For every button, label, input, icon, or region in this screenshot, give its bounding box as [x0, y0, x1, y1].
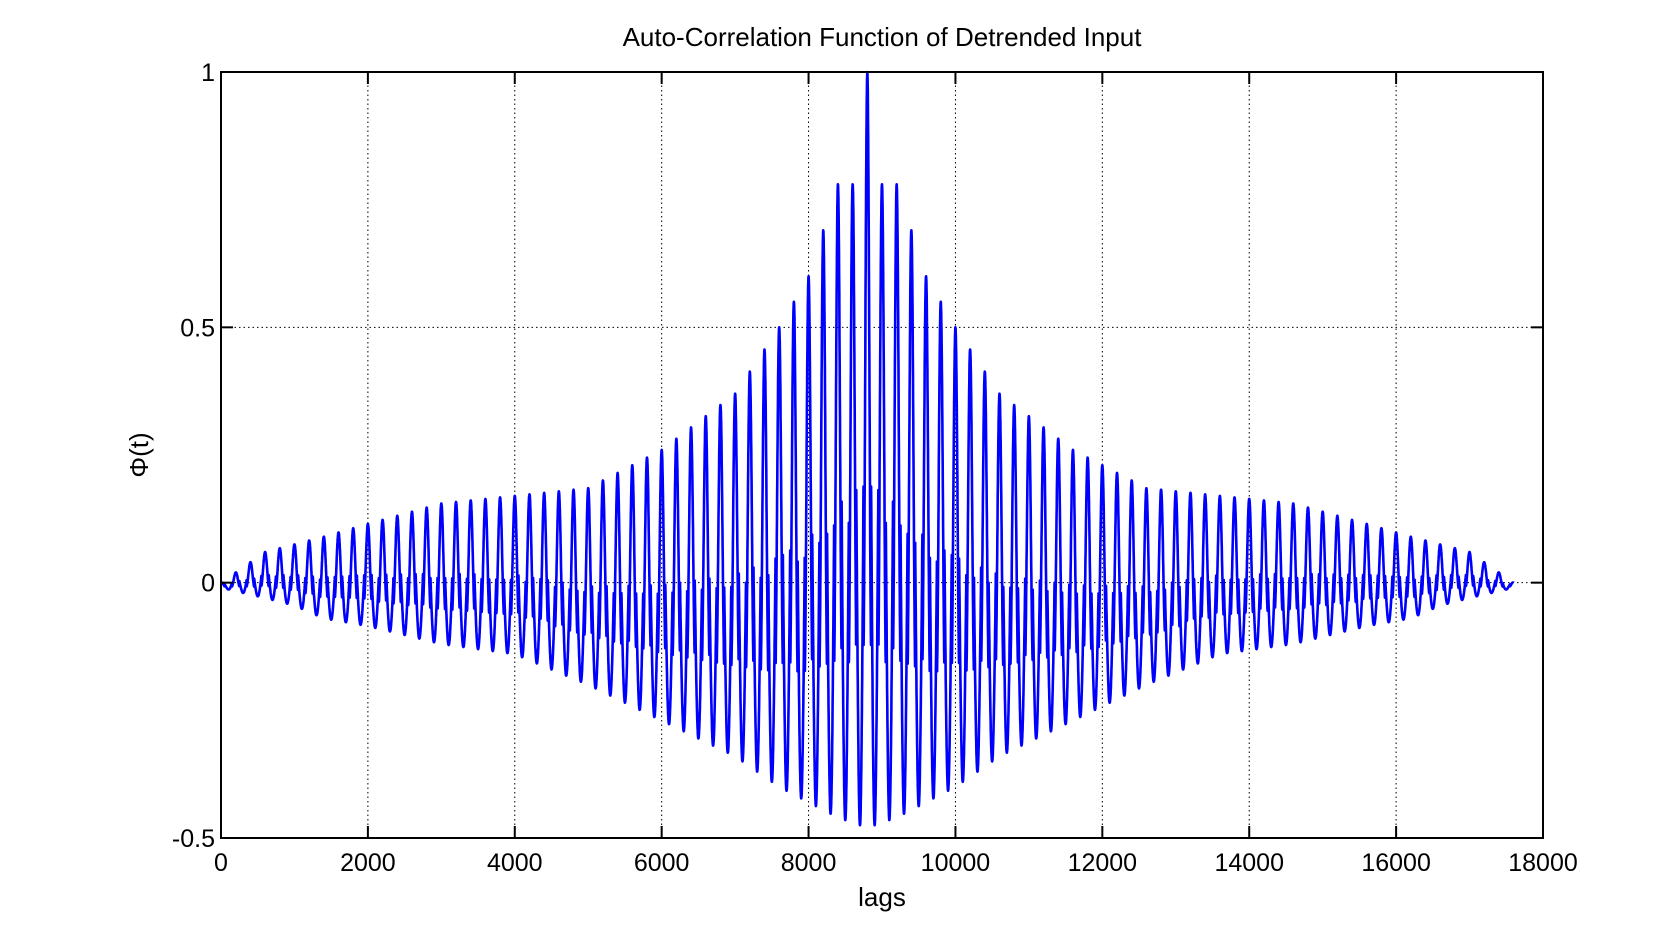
y-tick-label: 1: [201, 59, 215, 87]
y-tick-labels: -0.5 0 0.5 1: [172, 59, 215, 853]
x-axis-label: lags: [858, 882, 906, 912]
x-tick-label: 16000: [1361, 849, 1431, 877]
x-tick-label: 10000: [921, 849, 991, 877]
y-tick-label: -0.5: [172, 825, 215, 853]
y-axis-label: Φ(t): [124, 432, 154, 477]
y-tick-label: 0: [201, 570, 215, 598]
x-tick-label: 18000: [1508, 849, 1578, 877]
y-tick-label: 0.5: [180, 314, 215, 342]
axes-box: [220, 71, 1544, 839]
x-tick-label: 14000: [1214, 849, 1284, 877]
chart-title: Auto-Correlation Function of Detrended I…: [623, 22, 1143, 52]
x-tick-label: 12000: [1068, 849, 1138, 877]
tick-marks: [220, 71, 1544, 839]
x-tick-label: 2000: [340, 849, 396, 877]
x-tick-label: 8000: [781, 849, 837, 877]
x-tick-labels: 0 2000 4000 6000 8000 10000 12000 14000 16000 180…: [214, 849, 1578, 877]
x-tick-label: 4000: [487, 849, 543, 877]
x-tick-label: 0: [214, 849, 228, 877]
x-tick-label: 6000: [634, 849, 690, 877]
